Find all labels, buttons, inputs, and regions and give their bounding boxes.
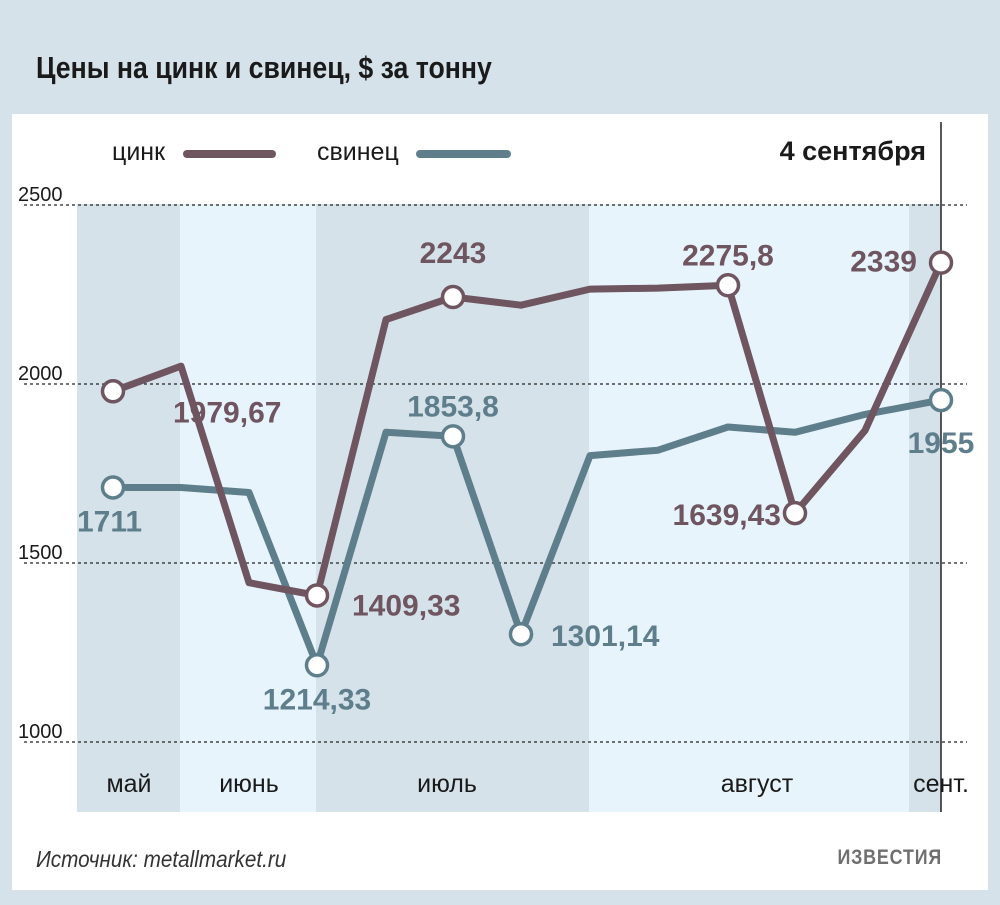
- data-point-marker: [100, 379, 126, 404]
- data-point-marker: [928, 250, 954, 275]
- month-band: [77, 204, 180, 812]
- data-label: 1853,8: [407, 390, 499, 423]
- date-marker-label: 4 сентября: [780, 136, 926, 166]
- publisher-logo: ИЗВЕСТИЯ: [837, 846, 942, 869]
- month-label: сент.: [913, 770, 969, 798]
- month-band: [180, 204, 316, 812]
- month-band: [589, 204, 909, 812]
- month-label: май: [106, 770, 151, 798]
- data-label: 1711: [77, 505, 142, 538]
- line-chart: 2500 2000 1500 1000 4 сентября цинк свинец май и…: [18, 122, 975, 812]
- data-label: 1409,33: [352, 589, 460, 622]
- y-tick-label: 2500: [18, 184, 63, 206]
- month-label: июнь: [219, 770, 279, 798]
- data-point-marker: [715, 273, 741, 298]
- legend-label: свинец: [317, 138, 399, 166]
- month-label: июль: [417, 770, 477, 798]
- data-point-marker: [304, 653, 330, 678]
- data-point-marker: [440, 284, 466, 310]
- chart-panel: 2500 2000 1500 1000 4 сентября цинк свинец май и…: [12, 114, 988, 890]
- data-label: 1301,14: [551, 620, 660, 653]
- data-label: 2275,8: [682, 239, 774, 272]
- data-point-marker: [928, 387, 954, 413]
- data-point-marker: [508, 621, 534, 647]
- data-label: 1979,67: [173, 396, 281, 429]
- y-tick-label: 1500: [18, 542, 63, 564]
- data-label: 1214,33: [263, 683, 371, 716]
- data-label: 2243: [420, 237, 487, 270]
- y-tick-label: 2000: [18, 363, 63, 385]
- data-point-marker: [304, 583, 330, 608]
- data-point-marker: [100, 475, 126, 500]
- chart-title: Цены на цинк и свинец, $ за тонну: [36, 50, 492, 85]
- source-note: Источник: metallmarket.ru: [36, 846, 287, 872]
- data-label: 1639,43: [673, 499, 781, 532]
- data-label: 1955: [908, 427, 975, 460]
- data-label: 2339: [850, 246, 917, 279]
- y-tick-label: 1000: [18, 721, 63, 743]
- data-point-marker: [440, 424, 466, 449]
- month-label: август: [721, 770, 794, 798]
- legend-label: цинк: [112, 138, 166, 166]
- data-point-marker: [782, 500, 808, 526]
